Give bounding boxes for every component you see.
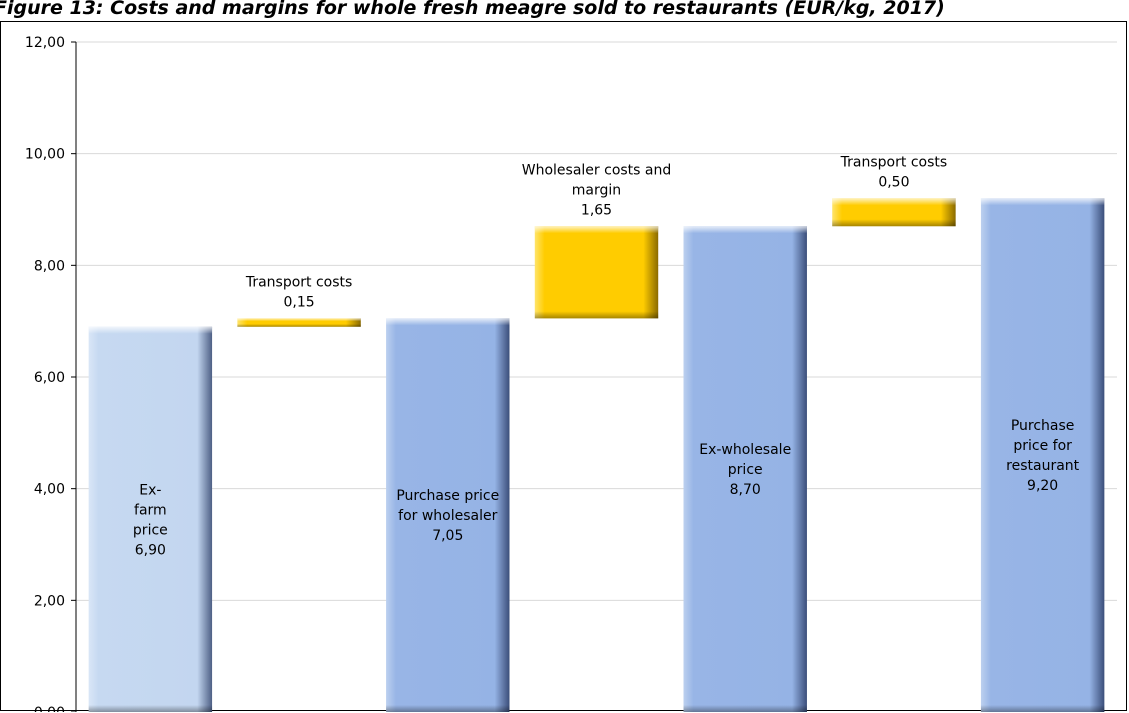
cost-bar	[534, 226, 659, 319]
y-tick-label: 2,00	[34, 593, 65, 609]
bar-bevel-top	[832, 198, 956, 206]
data-label: Transport costs	[245, 274, 352, 290]
bar-bevel-bottom	[237, 323, 361, 327]
bar-1	[237, 318, 361, 327]
total-bar	[386, 318, 510, 712]
data-label: price for	[1013, 438, 1072, 454]
data-label: Purchase price	[396, 488, 499, 504]
bar-bevel-top	[88, 326, 213, 334]
bar-3	[534, 226, 659, 319]
y-tick-label: 10,00	[25, 147, 65, 163]
data-label: Ex-	[139, 482, 161, 498]
cost-bar	[237, 318, 361, 327]
bar-bevel-top	[980, 198, 1105, 206]
bar-5	[832, 198, 956, 227]
y-tick-label: 8,00	[34, 258, 65, 274]
data-label: Wholesaler costs and	[522, 162, 672, 178]
data-label: margin	[572, 182, 621, 198]
bar-0	[88, 326, 213, 712]
data-label: Ex-wholesale	[699, 442, 791, 458]
waterfall-chart: 0,00 2,00 4,00 6,00 8,00 10,00 12,00 Ex-farm pr…	[25, 35, 1117, 712]
total-bar	[88, 326, 213, 712]
grid-layer: 0,00 2,00 4,00 6,00 8,00 10,00 12,00	[25, 35, 1117, 712]
data-label: 0,50	[878, 174, 909, 190]
total-bar	[683, 226, 807, 712]
data-label: 0,15	[283, 294, 314, 310]
chart-frame: 0,00 2,00 4,00 6,00 8,00 10,00 12,00 Ex-farm pr…	[0, 21, 1127, 712]
bar-bevel-top	[534, 226, 659, 234]
data-label: farm	[134, 502, 167, 518]
data-label: price	[728, 462, 763, 478]
bars-layer	[88, 198, 1105, 712]
data-label: 6,90	[135, 542, 166, 558]
bar-6	[980, 198, 1105, 712]
bar-bevel-bottom	[534, 311, 659, 319]
data-label: 7,05	[432, 528, 463, 544]
data-label: restaurant	[1006, 458, 1080, 474]
y-tick-label: 6,00	[34, 370, 65, 386]
data-label: Purchase	[1011, 418, 1075, 434]
data-label: price	[133, 522, 168, 538]
y-tick-label: 12,00	[25, 35, 65, 51]
bar-bevel-top	[683, 226, 807, 234]
bar-bevel-bottom	[88, 705, 213, 712]
y-tick-label: 4,00	[34, 482, 65, 498]
bar-2	[386, 318, 510, 712]
data-label: 8,70	[730, 482, 761, 498]
data-label: 9,20	[1027, 478, 1058, 494]
data-label: 1,65	[581, 202, 612, 218]
bar-bevel-top	[386, 318, 510, 326]
chart-title: Figure 13: Costs and margins for whole f…	[0, 0, 945, 19]
y-tick-label: 0,00	[34, 705, 65, 712]
bar-bevel-bottom	[980, 705, 1105, 712]
labels-layer: Ex-farm price 6,90 Transport costs 0,15 Purch…	[133, 154, 1080, 558]
bar-bevel-bottom	[683, 705, 807, 712]
data-label: for wholesaler	[398, 508, 497, 524]
total-bar	[980, 198, 1105, 712]
bar-bevel-bottom	[832, 219, 956, 227]
bar-bevel-bottom	[386, 705, 510, 712]
data-label: Transport costs	[840, 154, 947, 170]
bar-bevel-top	[237, 318, 361, 322]
bar-4	[683, 226, 807, 712]
